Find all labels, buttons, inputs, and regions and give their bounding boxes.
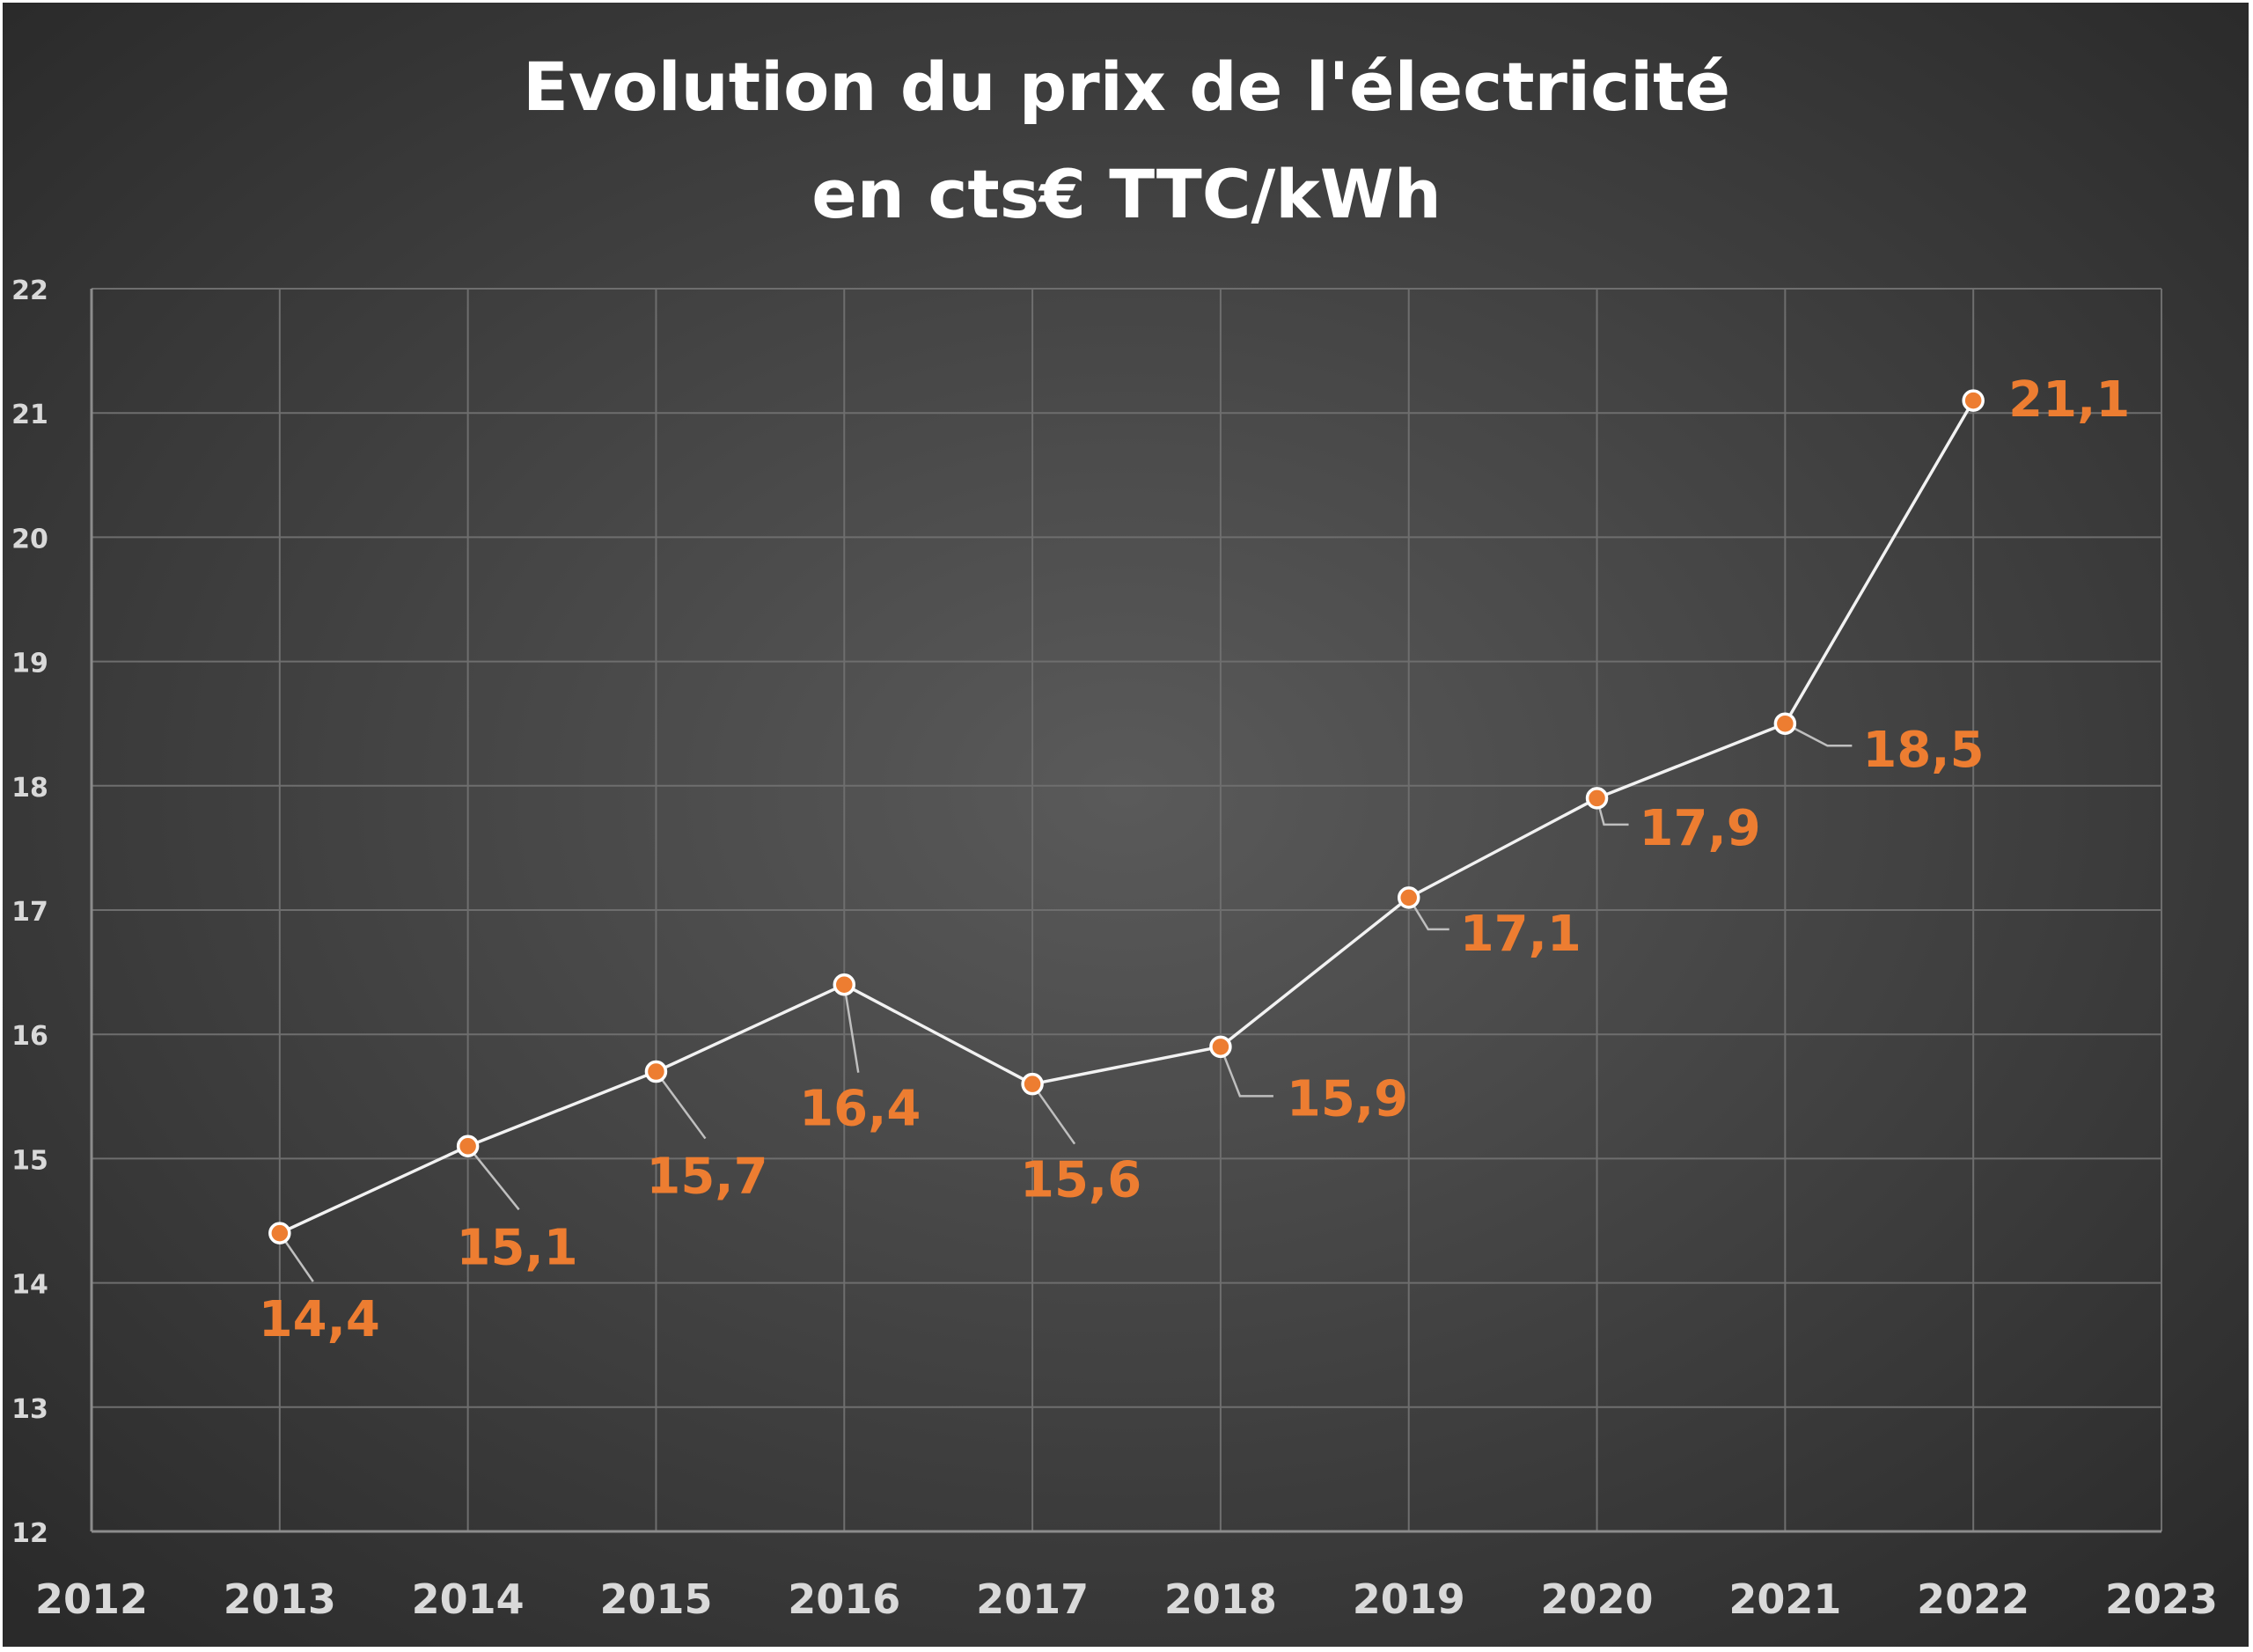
axes (90, 289, 2161, 1533)
series-line (279, 400, 1975, 1235)
y-tick-label: 14 (11, 1270, 48, 1301)
data-label: 21,1 (2008, 371, 2130, 429)
y-tick-label: 13 (11, 1394, 48, 1425)
y-tick-label: 20 (11, 524, 48, 554)
y-tick-label: 15 (11, 1145, 48, 1176)
chart-title-line-1: Evolution du prix de l'électricité (523, 48, 1730, 126)
x-tick-label: 2015 (599, 1575, 712, 1623)
chart-area (3, 3, 2249, 1647)
data-point (1585, 787, 1609, 810)
x-tick-label: 2022 (1917, 1575, 2029, 1623)
y-tick-label: 12 (11, 1518, 48, 1549)
y-tick-label: 19 (11, 649, 48, 679)
y-tick-label: 21 (11, 400, 48, 430)
y-tick-label: 16 (11, 1021, 48, 1052)
data-markers (268, 389, 1985, 1245)
x-tick-label: 2023 (2105, 1575, 2218, 1623)
data-point (1021, 1072, 1044, 1096)
y-tick-label: 17 (11, 897, 48, 928)
data-label: 14,4 (259, 1291, 380, 1348)
data-point (268, 1222, 291, 1245)
data-label: 17,1 (1460, 906, 1582, 963)
data-point (644, 1060, 668, 1083)
x-tick-label: 2017 (976, 1575, 1089, 1623)
x-tick-label: 2019 (1353, 1575, 1465, 1623)
label-leader-line (1031, 1083, 1076, 1145)
label-leader-line (655, 1070, 707, 1140)
x-tick-label: 2013 (224, 1575, 336, 1623)
gridlines (92, 288, 2162, 1531)
data-label: 15,7 (646, 1149, 767, 1206)
label-leader-line (1407, 897, 1449, 931)
y-tick-labels: 12 13 14 15 16 17 18 19 20 21 22 (11, 275, 48, 1549)
data-label: 16,4 (799, 1081, 921, 1138)
series-polyline (279, 400, 1975, 1235)
data-point (456, 1134, 480, 1158)
data-label: 15,6 (1020, 1152, 1141, 1209)
label-leader-line (1784, 723, 1853, 747)
data-point (1397, 886, 1420, 909)
x-tick-label: 2020 (1541, 1575, 1654, 1623)
label-leader-line (1219, 1046, 1273, 1098)
y-tick-label: 18 (11, 773, 48, 804)
data-point (1209, 1035, 1232, 1059)
data-label: 18,5 (1862, 722, 1984, 779)
y-tick-label: 22 (11, 275, 48, 306)
x-tick-labels: 2012 2013 2014 2015 2016 2017 2018 2019 2020 2021… (35, 1575, 2218, 1623)
x-tick-label: 2021 (1728, 1575, 1841, 1623)
data-label: 17,9 (1640, 800, 1761, 857)
x-tick-label: 2012 (35, 1575, 148, 1623)
data-labels: 14,4 15,1 15,7 16,4 15,6 15,9 17,1 17,9 18,5 21,1 (259, 371, 2131, 1348)
x-tick-label: 2016 (788, 1575, 900, 1623)
chart-title-line-2: en cts€ TTC/kWh (811, 155, 1442, 233)
x-tick-label: 2018 (1164, 1575, 1277, 1623)
data-point (1962, 389, 1985, 412)
label-leader-lines (278, 723, 1853, 1282)
data-point (833, 973, 856, 996)
label-leader-line (466, 1145, 520, 1211)
data-point (1773, 712, 1797, 735)
x-tick-label: 2014 (412, 1575, 525, 1623)
label-leader-line (843, 984, 860, 1073)
data-label: 15,9 (1287, 1070, 1408, 1127)
data-label: 15,1 (457, 1219, 578, 1276)
